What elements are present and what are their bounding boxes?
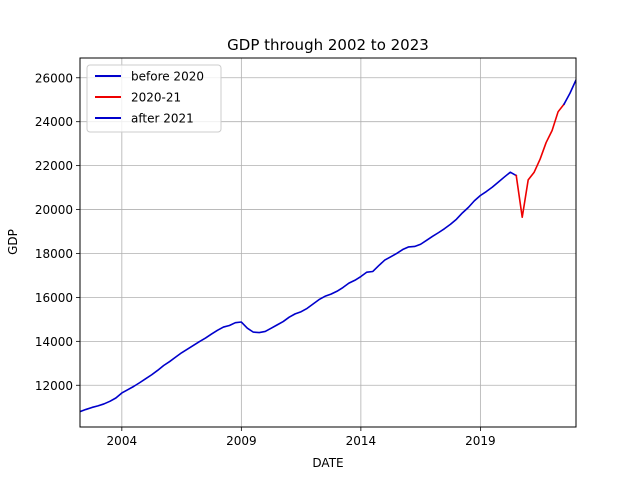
- y-tick-label: 16000: [35, 291, 73, 305]
- x-axis-label: DATE: [312, 456, 343, 470]
- y-tick-label: 26000: [35, 71, 73, 85]
- x-tick-label: 2009: [226, 434, 257, 448]
- y-tick-label: 22000: [35, 159, 73, 173]
- legend-label-2020-21: 2020-21: [131, 91, 181, 105]
- plot-layer: [80, 78, 576, 413]
- series-line-after-2021: [562, 78, 576, 106]
- y-tick-label: 20000: [35, 203, 73, 217]
- x-tick-label: 2014: [346, 434, 377, 448]
- legend: before 2020 2020-21 after 2021: [86, 64, 222, 133]
- x-tick-label: 2004: [107, 434, 138, 448]
- y-tick-label: 24000: [35, 115, 73, 129]
- chart-title: GDP through 2002 to 2023: [227, 36, 429, 54]
- x-tick-label: 2019: [465, 434, 496, 448]
- series-line-2020-21: [515, 103, 566, 219]
- grid-layer: [80, 58, 576, 427]
- axes-frame: [79, 57, 577, 428]
- y-tick-label: 12000: [35, 379, 73, 393]
- legend-label-before-2020: before 2020: [131, 70, 204, 84]
- legend-box: [86, 64, 222, 133]
- y-tick-label: 18000: [35, 247, 73, 261]
- y-tick-label: 14000: [35, 335, 73, 349]
- y-axis-label: GDP: [6, 229, 20, 255]
- tick-layer: 2004 2009 2014 2019 12000 14000 16000 18000 2000…: [35, 71, 496, 448]
- legend-label-after-2021: after 2021: [131, 112, 194, 126]
- series-line-before-2020: [80, 171, 518, 413]
